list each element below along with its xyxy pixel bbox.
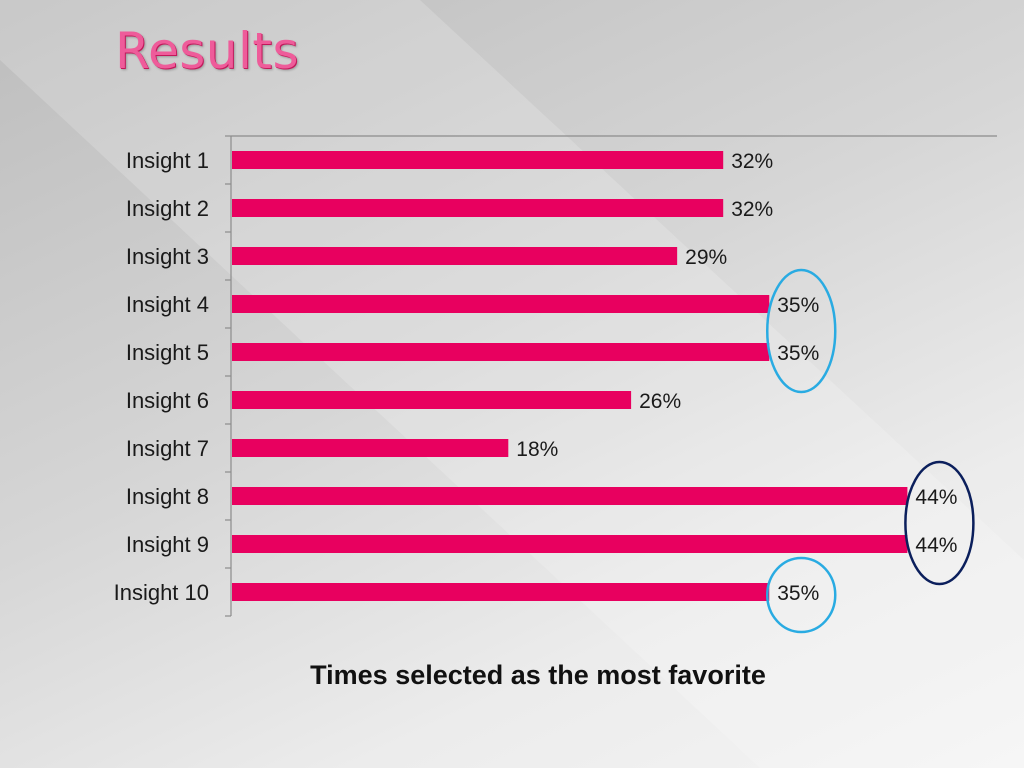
slide-title: Results bbox=[115, 22, 300, 80]
bar bbox=[232, 391, 632, 409]
bar bbox=[232, 247, 678, 265]
category-label: Insight 5 bbox=[126, 340, 209, 365]
data-label: 26% bbox=[639, 390, 681, 413]
highlight-ellipse bbox=[766, 268, 837, 394]
bar bbox=[232, 199, 724, 217]
data-label: 18% bbox=[516, 438, 558, 461]
category-label: Insight 6 bbox=[126, 388, 209, 413]
highlight-ellipse bbox=[904, 460, 975, 586]
category-label: Insight 10 bbox=[114, 580, 209, 605]
bar bbox=[232, 151, 724, 169]
data-label: 35% bbox=[777, 342, 819, 365]
bar bbox=[232, 295, 770, 313]
data-label: 44% bbox=[915, 486, 957, 509]
data-label: 32% bbox=[731, 150, 773, 173]
data-label: 35% bbox=[777, 294, 819, 317]
category-label: Insight 8 bbox=[126, 484, 209, 509]
bar bbox=[232, 439, 509, 457]
category-label: Insight 2 bbox=[126, 196, 209, 221]
data-label: 32% bbox=[731, 198, 773, 221]
x-axis-label: Times selected as the most favorite bbox=[310, 660, 766, 690]
category-label: Insight 3 bbox=[126, 244, 209, 269]
category-label: Insight 9 bbox=[126, 532, 209, 557]
category-label: Insight 7 bbox=[126, 436, 209, 461]
bar bbox=[232, 535, 908, 553]
data-label: 29% bbox=[685, 246, 727, 269]
data-label: 35% bbox=[777, 582, 819, 605]
data-label: 44% bbox=[915, 534, 957, 557]
highlight-ellipse bbox=[766, 556, 837, 634]
category-label: Insight 4 bbox=[126, 292, 209, 317]
bar bbox=[232, 343, 770, 361]
bar bbox=[232, 487, 908, 505]
category-label: Insight 1 bbox=[126, 148, 209, 173]
bar bbox=[232, 583, 770, 601]
